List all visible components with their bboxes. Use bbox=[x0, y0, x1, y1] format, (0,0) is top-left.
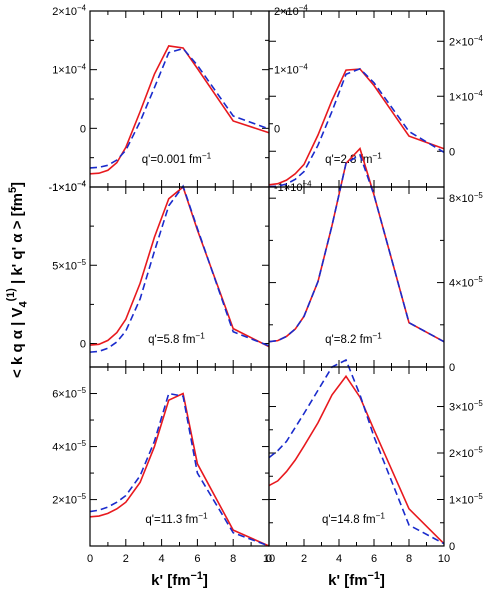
y-tick-label: 2×10−4​ bbox=[52, 4, 86, 18]
y-tick-label: 0 bbox=[274, 123, 280, 135]
series-line-dashed bbox=[89, 47, 270, 169]
panel-3: q'=5.8 fm−1​ 0 5×10−5​ 1×10−4​ bbox=[52, 180, 270, 368]
y-tick-label: 0 bbox=[449, 146, 455, 158]
series-line-solid bbox=[268, 147, 445, 343]
x-tick-label: 2 bbox=[301, 553, 307, 565]
panel-6: q'=14.8 fm−1​ 0 1×10−5​ 2×10−5​ 3×10−5​ 0 2 4 6 8… bbox=[266, 358, 483, 565]
y-tick-label: 4×10−5​ bbox=[52, 439, 86, 453]
series-line-dashed bbox=[268, 358, 445, 545]
y-tick-label: 1×10−4​ bbox=[52, 180, 86, 194]
panel-frame bbox=[268, 366, 445, 547]
x-tick-label: 10 bbox=[263, 553, 275, 565]
y-tick-label: -1×10−4​ bbox=[49, 180, 87, 194]
y-tick-label: 1×10−4​ bbox=[449, 89, 483, 103]
x-axis-label-2: k' [fm−1​] bbox=[328, 570, 385, 589]
y-axis-label: < k q α | V4(1)​ | k' q' α > [fm5​] bbox=[5, 182, 30, 378]
series-line-solid bbox=[268, 374, 445, 545]
y-tick-label: 2×10−5​ bbox=[449, 446, 483, 460]
x-tick-label: 6 bbox=[194, 553, 200, 565]
y-tick-label: 4×10−5​ bbox=[449, 275, 483, 289]
y-tick-label: 0 bbox=[449, 362, 455, 374]
panel-5: q'=11.3 fm−1​ 2×10−5​ 4×10−5​ 6×10−5​ 0 2 4 6 8 1… bbox=[52, 366, 275, 565]
panel-2: q'=2.8 fm−1​01×10−4​2×10−4​ bbox=[268, 10, 483, 188]
series-line-solid bbox=[89, 185, 270, 348]
panel-annotation: q'=14.8 fm−1​ bbox=[322, 511, 385, 526]
y-axis-label-text: < k q α | V4(1)​ | k' q' α > [fm5​] bbox=[5, 182, 30, 378]
x-tick-label: 0 bbox=[266, 553, 272, 565]
x-tick-label: 8 bbox=[406, 553, 412, 565]
y-tick-label: 0 bbox=[80, 339, 86, 351]
y-tick-label: 2×10−4​ bbox=[274, 4, 308, 18]
panel-annotation: q'=5.8 fm−1​ bbox=[148, 331, 205, 346]
x-tick-label: 0 bbox=[87, 553, 93, 565]
series-line-solid bbox=[89, 392, 270, 547]
y-tick-label: 6×10−5​ bbox=[52, 386, 86, 400]
y-tick-label: 8×10−5​ bbox=[449, 191, 483, 205]
panel-annotation: q'=0.001 fm−1​ bbox=[142, 151, 212, 166]
x-tick-label: 10 bbox=[438, 553, 450, 565]
y-tick-label: 0 bbox=[449, 541, 455, 553]
y-tick-label: 3×10−5​ bbox=[449, 399, 483, 413]
x-tick-label: 4 bbox=[159, 553, 165, 565]
series-line-solid bbox=[89, 45, 270, 175]
y-tick-label: 1×10−4​ bbox=[274, 62, 308, 76]
y-tick-label: 1×10−5​ bbox=[449, 492, 483, 506]
x-tick-label: 6 bbox=[371, 553, 377, 565]
x-tick-label: 8 bbox=[230, 553, 236, 565]
x-tick-label: 2 bbox=[123, 553, 129, 565]
series-line-dashed bbox=[89, 184, 270, 353]
series-line-dashed bbox=[268, 67, 445, 188]
x-axis-label-1: k' [fm−1​] bbox=[151, 570, 208, 589]
panels: q'=0.001 fm−1​-1×10−4​-1×10−4​001×10−4​1… bbox=[49, 4, 484, 565]
series-line-dashed bbox=[268, 153, 445, 343]
x-tick-label: 4 bbox=[336, 553, 342, 565]
y-tick-label: 0 bbox=[80, 123, 86, 135]
y-tick-label: 5×10−5​ bbox=[52, 258, 86, 272]
y-tick-label: 1×10−4​ bbox=[52, 62, 86, 76]
y-tick-label: 2×10−5​ bbox=[52, 492, 86, 506]
y-tick-label: 2×10−4​ bbox=[449, 34, 483, 48]
x-axis-labels: k' [fm−1​] k' [fm−1​] bbox=[151, 570, 385, 589]
panel-annotation: q'=11.3 fm−1​ bbox=[145, 511, 208, 526]
series-line-solid bbox=[268, 68, 445, 186]
series-line-dashed bbox=[89, 392, 270, 547]
panel-annotation: q'=8.2 fm−1​ bbox=[325, 331, 382, 346]
panel-1: q'=0.001 fm−1​-1×10−4​-1×10−4​001×10−4​1… bbox=[49, 4, 313, 194]
